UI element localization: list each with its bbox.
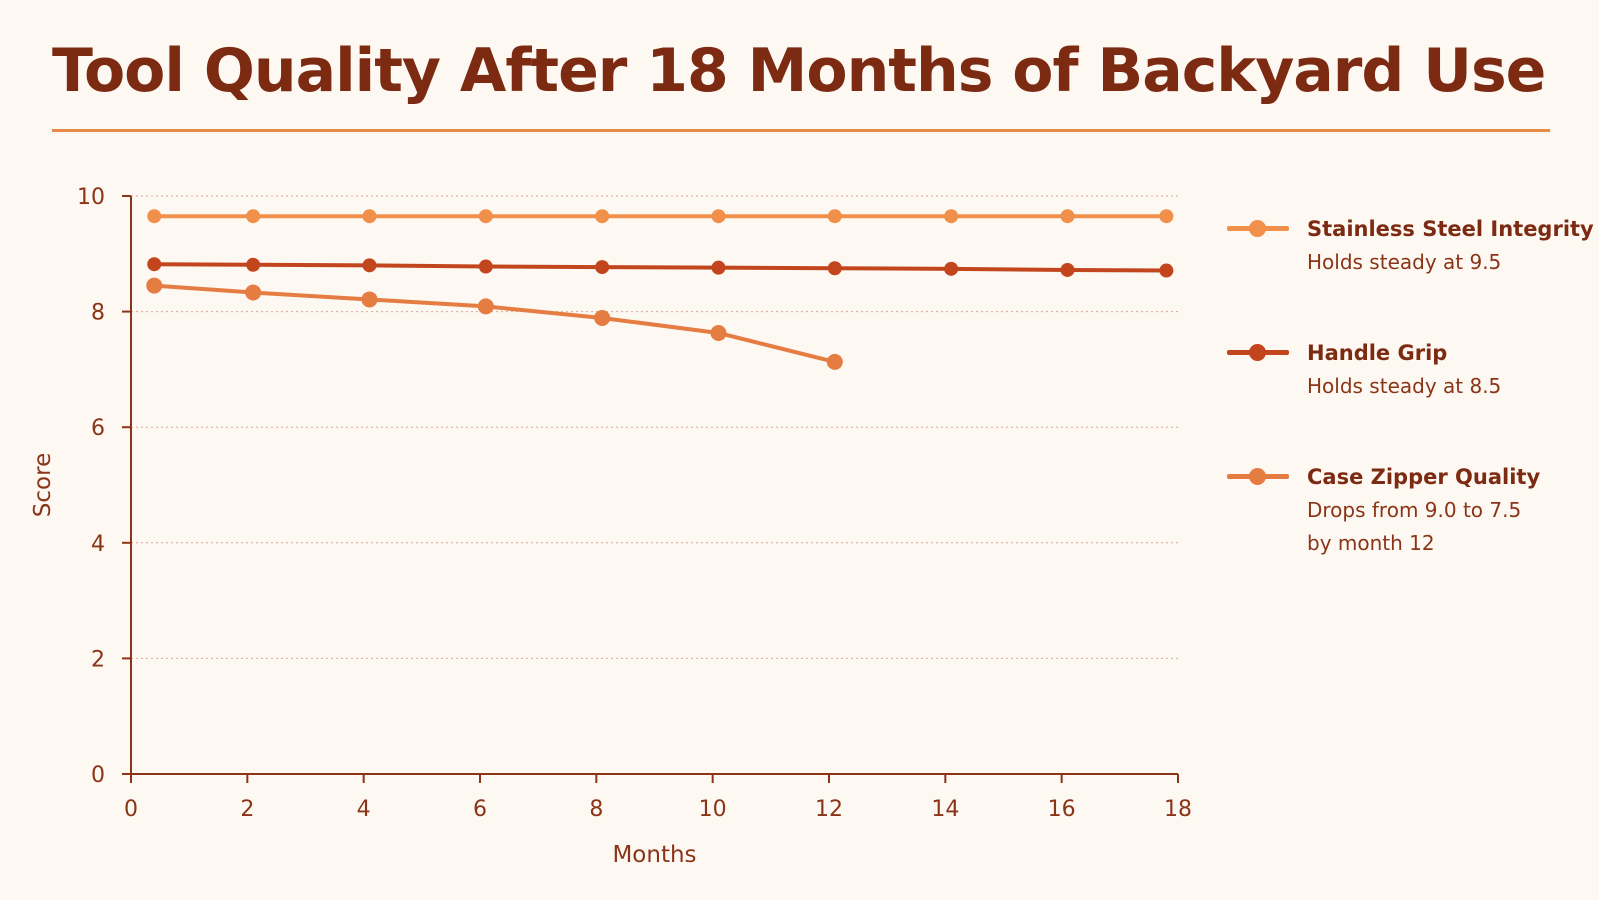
legend-note-stainless-steel: Holds steady at 9.5 — [1307, 250, 1502, 274]
data-point-stainless-steel-7 — [944, 209, 959, 224]
legend-item-stainless-steel: Stainless Steel Integrity Holds steady a… — [1227, 214, 1594, 338]
data-point-handle-grip-1 — [246, 257, 261, 272]
data-point-case-zipper-1 — [245, 284, 262, 301]
legend-label-handle-grip: Handle Grip — [1307, 341, 1448, 365]
y-tick-label-8: 8 — [91, 301, 105, 326]
x-tick-label-10: 10 — [699, 797, 727, 822]
data-point-stainless-steel-4 — [595, 209, 610, 224]
x-axis-title: Months — [612, 842, 696, 868]
data-point-handle-grip-3 — [478, 259, 493, 274]
data-point-stainless-steel-1 — [246, 209, 261, 224]
legend-item-handle-grip: Handle Grip Holds steady at 8.5 — [1227, 338, 1587, 462]
data-point-handle-grip-4 — [595, 260, 610, 275]
legend-item-case-zipper: Case Zipper Quality Drops from 9.0 to 7.… — [1227, 462, 1587, 586]
data-point-stainless-steel-8 — [1060, 209, 1075, 224]
y-axis-title: Score — [30, 453, 56, 517]
chart-title: Tool Quality After 18 Months of Backyard… — [52, 36, 1546, 106]
data-point-stainless-steel-6 — [827, 209, 842, 224]
data-point-stainless-steel-9 — [1159, 209, 1174, 224]
x-tick-label-2: 2 — [240, 797, 254, 822]
data-point-handle-grip-8 — [1060, 262, 1075, 277]
series-line-handle-grip — [152, 262, 1169, 273]
y-tick-label-0: 0 — [91, 763, 105, 788]
data-point-case-zipper-4 — [594, 309, 611, 326]
legend-label-stainless-steel: Stainless Steel Integrity — [1307, 217, 1594, 241]
x-tick-label-14: 14 — [931, 797, 959, 822]
data-point-handle-grip-6 — [827, 261, 842, 276]
legend-swatch-stainless-steel — [1227, 220, 1289, 237]
legend: Stainless Steel Integrity Holds steady a… — [1227, 214, 1594, 586]
data-point-case-zipper-0 — [146, 277, 163, 294]
legend-note-case-zipper: Drops from 9.0 to 7.5 by month 12 — [1307, 498, 1522, 555]
data-point-stainless-steel-5 — [711, 209, 726, 224]
legend-marker-handle-grip — [1249, 344, 1266, 361]
y-tick-label-2: 2 — [91, 647, 105, 672]
legend-swatch-handle-grip — [1227, 344, 1289, 361]
y-tick-label-10: 10 — [77, 185, 105, 210]
legend-note-handle-grip: Holds steady at 8.5 — [1307, 374, 1502, 398]
data-point-stainless-steel-2 — [362, 209, 377, 224]
legend-label-case-zipper: Case Zipper Quality — [1307, 465, 1541, 489]
data-point-handle-grip-5 — [711, 260, 726, 275]
legend-marker-stainless-steel — [1249, 220, 1266, 237]
x-tick-label-16: 16 — [1048, 797, 1076, 822]
x-tick-label-18: 18 — [1164, 797, 1192, 822]
x-tick-label-6: 6 — [473, 797, 487, 822]
data-point-stainless-steel-0 — [147, 209, 162, 224]
data-point-handle-grip-2 — [362, 258, 377, 273]
x-tick-label-8: 8 — [589, 797, 603, 822]
data-point-stainless-steel-3 — [478, 209, 493, 224]
data-point-case-zipper-5 — [710, 324, 727, 341]
data-point-handle-grip-7 — [944, 261, 959, 276]
data-point-case-zipper-3 — [477, 298, 494, 315]
data-point-case-zipper-2 — [361, 291, 378, 308]
data-point-case-zipper-6 — [826, 353, 843, 370]
y-tick-label-4: 4 — [91, 532, 105, 557]
title-divider — [52, 129, 1550, 132]
legend-swatch-case-zipper — [1227, 468, 1289, 485]
x-tick-label-4: 4 — [357, 797, 371, 822]
data-point-handle-grip-9 — [1159, 263, 1174, 278]
y-tick-label-6: 6 — [91, 416, 105, 441]
x-tick-label-12: 12 — [815, 797, 843, 822]
legend-marker-case-zipper — [1249, 468, 1266, 485]
data-point-handle-grip-0 — [147, 257, 162, 272]
x-tick-label-0: 0 — [124, 797, 138, 822]
